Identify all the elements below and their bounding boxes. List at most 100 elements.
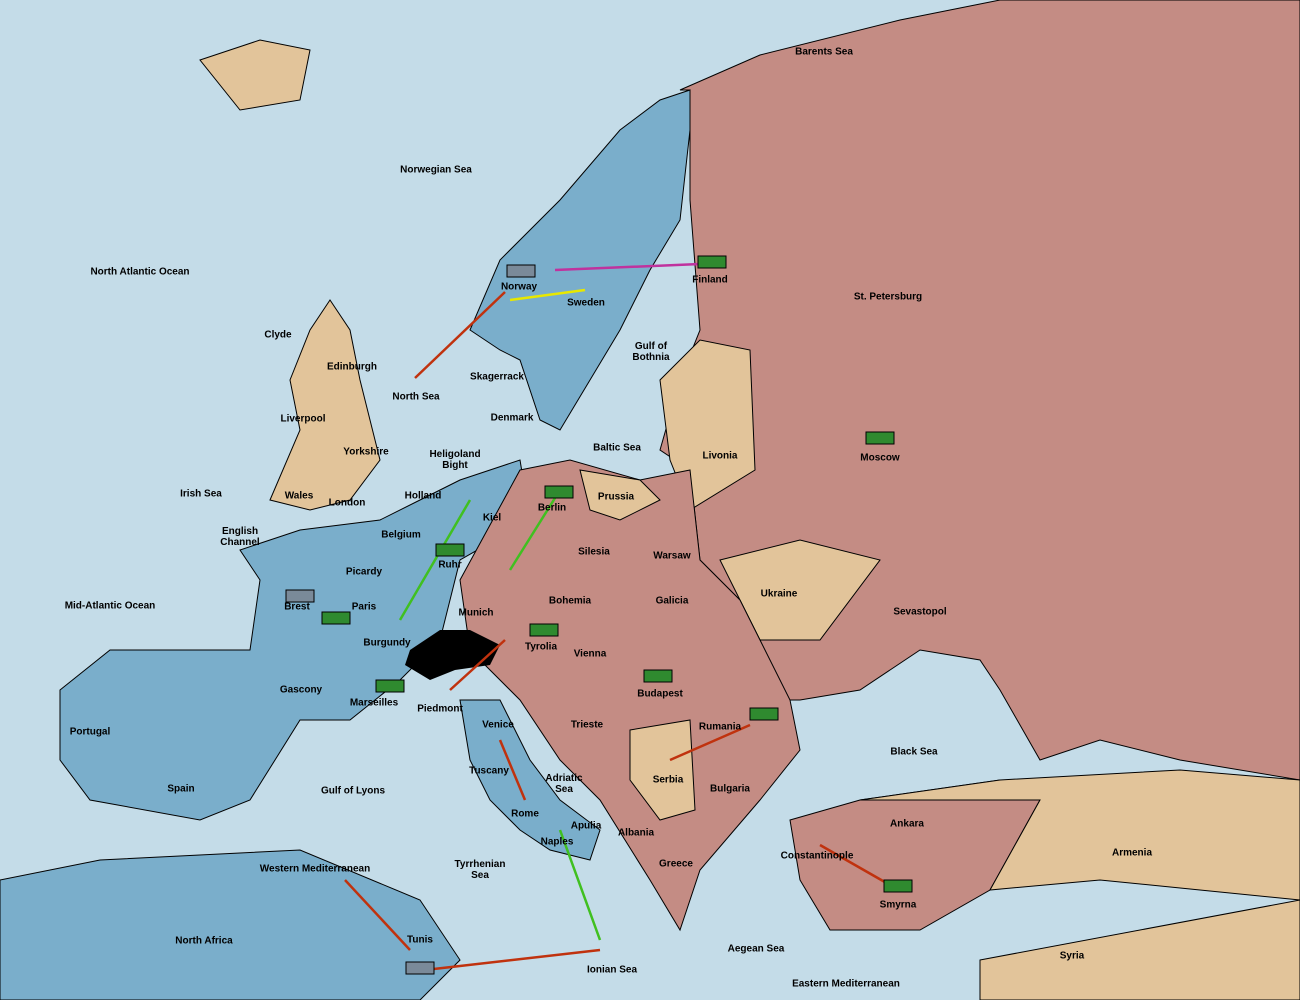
region-label: Constantinople	[781, 851, 854, 862]
order-arrow	[498, 739, 527, 801]
order-arrow	[554, 262, 701, 272]
region-label: Spain	[167, 784, 194, 795]
region-label-line: Gulf of	[635, 341, 668, 352]
region-label-line: Bight	[442, 460, 468, 471]
region-label: Berlin	[538, 503, 566, 514]
region-label: Vienna	[574, 649, 607, 660]
order-arrow	[414, 291, 506, 379]
region-label: Brest	[284, 602, 310, 613]
region-label: Bohemia	[549, 596, 592, 607]
region-label-line: Bothnia	[632, 352, 670, 363]
army	[643, 669, 673, 683]
region-label-line: Adriatic	[545, 773, 583, 784]
region-label: Rome	[511, 809, 539, 820]
region-label: English Channel	[220, 526, 260, 548]
region-label: Belgium	[381, 530, 421, 541]
order-arrow	[449, 639, 506, 691]
units	[285, 255, 913, 975]
order-arrow	[669, 723, 751, 762]
region-label: Greece	[659, 859, 693, 870]
region-label: Gulf of Lyons	[321, 786, 386, 797]
prussia	[579, 469, 661, 521]
fleet	[506, 264, 536, 278]
region-label: Moscow	[860, 453, 900, 464]
region-label: Venice	[482, 720, 514, 731]
army	[865, 431, 895, 445]
livonia	[659, 339, 756, 511]
army	[697, 255, 727, 269]
region-label: Sevastopol	[893, 607, 947, 618]
region-label: Eastern Mediterranean	[792, 979, 900, 990]
serbia	[629, 719, 696, 821]
region-label-line: Heligoland	[429, 449, 480, 460]
ankara-armenia	[859, 769, 1300, 901]
region-label: Edinburgh	[327, 362, 377, 373]
region-label: Burgundy	[363, 638, 411, 649]
region-label: Ionian Sea	[587, 965, 637, 976]
region-label: Adriatic Sea	[545, 773, 583, 795]
syria	[979, 899, 1300, 1000]
region-label: Aegean Sea	[728, 944, 785, 955]
region-label: Kiel	[483, 513, 502, 524]
order-arrow	[508, 489, 562, 571]
region-label: Prussia	[598, 492, 635, 503]
orders	[344, 262, 891, 972]
region-label: Livonia	[702, 451, 737, 462]
region-label-line: Channel	[220, 537, 260, 548]
region-label: Norwegian Sea	[400, 165, 472, 176]
region-label: Wales	[285, 491, 314, 502]
region-label: Rumania	[699, 722, 742, 733]
region-label: Gascony	[280, 685, 323, 696]
region-label: Piedmont	[417, 704, 463, 715]
region-label: Tunis	[407, 935, 433, 946]
scandinavia	[469, 89, 691, 431]
region-label: Gulf of Bothnia	[632, 341, 670, 363]
fleet	[285, 589, 315, 603]
region-label: Warsaw	[653, 551, 691, 562]
order-arrow	[398, 499, 472, 621]
region-label: Ankara	[890, 819, 924, 830]
order-arrow	[344, 879, 411, 951]
north-africa	[0, 849, 461, 1000]
region-label: Armenia	[1112, 848, 1152, 859]
region-label: Skagerrack	[470, 372, 524, 383]
region-label: Liverpool	[280, 414, 325, 425]
region-label: Syria	[1060, 951, 1085, 962]
region-label-line: Sea	[471, 870, 489, 881]
region-label: Tyrrhenian Sea	[455, 859, 506, 881]
region-label: North Atlantic Ocean	[90, 267, 189, 278]
region-label: Black Sea	[890, 747, 938, 758]
region-label: Galicia	[656, 596, 689, 607]
britain	[269, 299, 381, 511]
switzerland	[405, 630, 500, 680]
region-label: Picardy	[346, 567, 383, 578]
region-label: Baltic Sea	[593, 443, 641, 454]
region-label: Finland	[692, 275, 728, 286]
region-label: Munich	[459, 608, 494, 619]
italy	[459, 699, 601, 861]
region-label-line: Tyrrhenian	[455, 859, 506, 870]
region-label: Holland	[405, 491, 442, 502]
region-label: Apulia	[571, 821, 602, 832]
central-europe	[459, 459, 801, 932]
region-label: Ruhr	[438, 560, 461, 571]
region-label: Yorkshire	[343, 447, 389, 458]
army	[435, 543, 465, 557]
labels: Barents Sea Norwegian Sea North Atlantic O…	[65, 47, 1153, 990]
army	[883, 879, 913, 893]
region-label: Budapest	[637, 689, 683, 700]
region-label: London	[329, 498, 366, 509]
region-label: Tyrolia	[525, 642, 557, 653]
order-arrow	[509, 288, 586, 302]
region-label-line: Sea	[555, 784, 573, 795]
region-label: Irish Sea	[180, 489, 222, 500]
region-label: St. Petersburg	[854, 292, 922, 303]
army	[529, 623, 559, 637]
army	[321, 611, 351, 625]
region-label: Western Mediterranean	[260, 864, 370, 875]
region-label: Silesia	[578, 547, 610, 558]
region-label: Naples	[541, 837, 574, 848]
region-label: Portugal	[70, 727, 111, 738]
